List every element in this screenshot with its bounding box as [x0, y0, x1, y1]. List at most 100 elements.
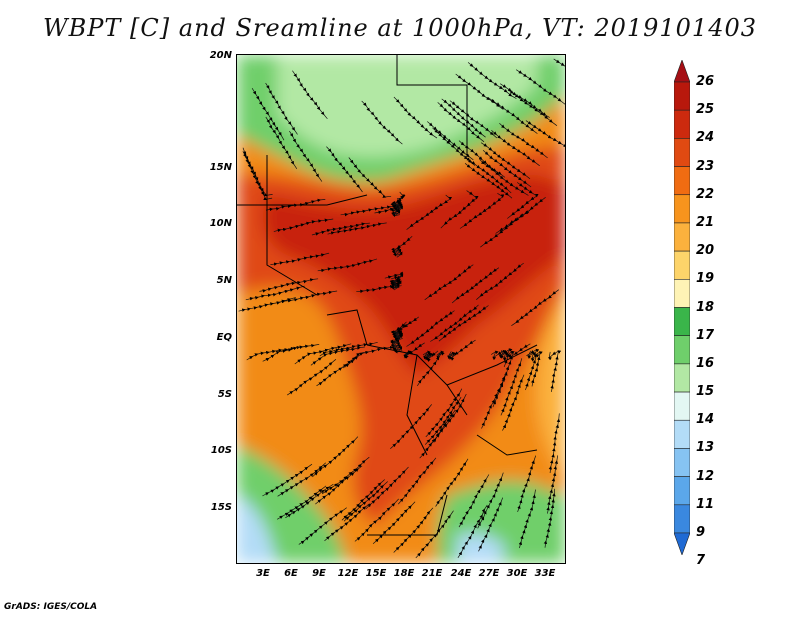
colorbar: [674, 60, 690, 555]
country-borders: [237, 55, 538, 536]
colorbar-cell: [674, 166, 690, 196]
colorbar-cell: [674, 81, 690, 111]
colorbar-cell: [674, 448, 690, 477]
lat-label: 10S: [210, 445, 232, 456]
lon-label: 18E: [393, 568, 415, 579]
map-panel: [236, 54, 566, 564]
colorbar-label: 18: [696, 299, 715, 315]
colorbar-cell: [674, 307, 690, 336]
lon-label: 9E: [312, 568, 326, 579]
colorbar-label: 25: [696, 102, 715, 118]
streamline: [447, 339, 476, 361]
colorbar-label: 23: [696, 158, 715, 174]
country-border: [406, 354, 428, 456]
lat-label: 5N: [216, 275, 232, 286]
streamline: [419, 409, 456, 459]
lat-label: 15N: [209, 162, 232, 173]
streamline: [476, 262, 524, 300]
streamline: [342, 345, 398, 369]
streamline: [437, 102, 485, 143]
streamline: [242, 150, 273, 201]
streamline: [390, 195, 404, 215]
lon-label: 33E: [534, 568, 556, 579]
streamline: [406, 310, 455, 347]
colorbar-label: 7: [696, 553, 706, 569]
streamline: [417, 350, 445, 387]
streamline: [393, 96, 438, 139]
lon-label: 12E: [337, 568, 359, 579]
colorbar-label: 15: [696, 384, 715, 400]
colorbar-label: 17: [696, 327, 715, 343]
streamline: [277, 290, 338, 304]
colorbar-label: 11: [696, 496, 715, 512]
colorbar-label: 24: [696, 130, 715, 146]
streamline: [481, 371, 507, 429]
colorbar-label: 9: [696, 525, 706, 540]
streamline: [292, 70, 328, 120]
footer-credit: GrADS: IGES/COLA: [4, 602, 98, 612]
lon-label: 30E: [506, 568, 528, 579]
country-border: [326, 309, 368, 346]
streamline: [390, 321, 407, 342]
colorbar-cell: [674, 363, 690, 393]
streamline: [547, 350, 562, 392]
streamline: [526, 348, 543, 387]
lat-label: 20N: [209, 50, 232, 61]
streamline: [457, 504, 488, 558]
streamline: [361, 100, 403, 145]
streamline: [317, 258, 378, 273]
streamline: [289, 130, 323, 182]
colorbar-cell: [674, 532, 690, 555]
lon-label: 15E: [365, 568, 387, 579]
streamline: [480, 209, 531, 248]
colorbar-cell: [674, 109, 690, 139]
colorbar-cell: [674, 419, 690, 449]
streamline: [455, 73, 504, 110]
lon-label: 6E: [284, 568, 298, 579]
streamline: [262, 463, 313, 497]
colorbar-cell: [674, 476, 690, 506]
streamline: [393, 507, 434, 553]
country-border: [396, 55, 468, 155]
streamline: [265, 116, 298, 169]
colorbar-label: 19: [696, 271, 715, 287]
streamline: [391, 235, 413, 258]
colorbar-label: 12: [696, 468, 715, 484]
streamlines-layer: [238, 58, 565, 559]
streamline: [424, 264, 474, 301]
streamline: [511, 289, 560, 326]
streamline: [517, 455, 537, 513]
streamline: [525, 120, 565, 151]
streamline: [285, 483, 334, 519]
lon-label: 3E: [256, 568, 270, 579]
wbpt-shading: [237, 55, 565, 563]
colorbar-label: 13: [696, 440, 715, 456]
streamline: [245, 285, 305, 301]
streamline: [464, 163, 513, 199]
streamline: [403, 342, 425, 359]
chart-title: WBPT [C] and Sreamline at 1000hPa, VT: 2…: [42, 14, 758, 42]
colorbar-cell: [674, 504, 690, 534]
map-canvas: [237, 55, 565, 563]
streamline: [270, 252, 330, 266]
streamline: [372, 501, 416, 544]
colorbar-label: 21: [696, 214, 715, 230]
lon-label: 27E: [478, 568, 500, 579]
streamline: [311, 222, 370, 236]
country-border: [367, 494, 448, 536]
colorbar-cell: [674, 279, 690, 308]
country-border: [266, 155, 318, 296]
streamline: [348, 157, 392, 198]
colorbar-label: 20: [696, 243, 715, 259]
colorbar-cell: [674, 250, 690, 280]
streamline: [435, 458, 469, 507]
colorbar-label: 14: [696, 412, 715, 428]
colorbar-label: 26: [696, 74, 715, 89]
colorbar-cell: [674, 60, 690, 83]
streamline: [427, 121, 474, 161]
lat-label: 15S: [210, 502, 232, 513]
colorbar-cell: [674, 335, 690, 365]
streamline: [365, 466, 409, 510]
lon-label: 24E: [450, 568, 472, 579]
colorbar-label: 22: [696, 186, 715, 202]
